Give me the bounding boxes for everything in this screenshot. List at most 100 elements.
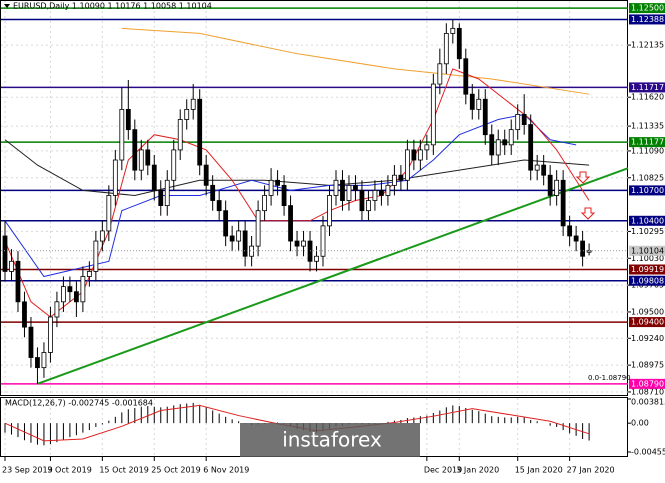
overlay-line bbox=[4, 139, 590, 196]
last-price-label: 1.10104 bbox=[631, 246, 664, 255]
overlay-line bbox=[37, 167, 629, 385]
candle-body bbox=[210, 184, 216, 201]
candle-body bbox=[275, 179, 280, 186]
candle-body bbox=[443, 33, 449, 65]
candle-body bbox=[54, 301, 60, 318]
x-tick-label: 3 Oct 2019 bbox=[47, 466, 91, 475]
candle-body bbox=[125, 108, 131, 131]
candle-body bbox=[320, 225, 326, 257]
candle-body bbox=[242, 230, 248, 257]
y2-tick-label: 0.00 bbox=[631, 419, 649, 428]
candle-body bbox=[294, 240, 300, 247]
arrow-icon bbox=[580, 207, 596, 220]
y-tick-label: 1.10295 bbox=[631, 227, 664, 236]
candle-body bbox=[99, 230, 105, 242]
level-label: 1.09919 bbox=[631, 265, 664, 274]
candle-body bbox=[372, 190, 378, 201]
level-label-bg bbox=[629, 82, 665, 93]
y-tick-label: 1.08975 bbox=[631, 361, 664, 370]
level-label-bg bbox=[629, 14, 665, 25]
annotation: 0.0-1.08790 bbox=[588, 374, 631, 382]
candle-body bbox=[145, 149, 151, 166]
candle-body bbox=[67, 286, 73, 293]
candle-body bbox=[288, 205, 293, 242]
candle-body bbox=[547, 174, 553, 196]
watermark-box bbox=[240, 423, 420, 457]
overlay-line bbox=[121, 27, 590, 95]
candle-body bbox=[567, 225, 573, 237]
level-label: 1.11177 bbox=[631, 138, 664, 147]
candle-body bbox=[560, 179, 566, 227]
candle-body bbox=[138, 149, 144, 171]
x-tick-label: 15 Oct 2019 bbox=[99, 466, 148, 475]
candle-body bbox=[528, 124, 534, 171]
y-tick-label: 1.11090 bbox=[631, 146, 664, 155]
candle-body bbox=[35, 357, 40, 369]
candle-body bbox=[80, 276, 86, 303]
y-tick-label: 1.08710 bbox=[631, 387, 664, 396]
level-label-bg bbox=[629, 317, 665, 328]
candle-body bbox=[554, 179, 560, 196]
candle-body bbox=[48, 316, 53, 353]
candle-body bbox=[482, 98, 488, 136]
candle-body bbox=[281, 184, 287, 207]
candle-body bbox=[314, 255, 319, 262]
level-label: 1.12500 bbox=[631, 4, 664, 13]
x-tick-label: 3 Jan 2020 bbox=[456, 466, 499, 475]
candle-body bbox=[340, 179, 345, 201]
candle-body bbox=[508, 129, 514, 146]
level-label: 1.10400 bbox=[631, 216, 664, 225]
candle-body bbox=[469, 93, 475, 110]
candle-body bbox=[28, 326, 34, 358]
candle-body bbox=[430, 83, 436, 146]
y-tick-label: 1.12135 bbox=[631, 41, 664, 50]
candle-body bbox=[489, 134, 495, 156]
candle-body bbox=[379, 190, 384, 196]
level-label: 1.09400 bbox=[631, 318, 664, 327]
y-tick-label: 1.09500 bbox=[631, 307, 664, 316]
candle-body bbox=[404, 149, 410, 181]
candle-body bbox=[541, 164, 547, 176]
candle-body bbox=[262, 195, 268, 212]
level-label-bg bbox=[629, 215, 665, 226]
candle-body bbox=[184, 108, 190, 120]
candle-body bbox=[456, 27, 462, 60]
candle-body bbox=[333, 179, 339, 196]
level-label-bg bbox=[629, 185, 665, 196]
x-tick-label: 27 Jan 2020 bbox=[567, 466, 615, 475]
candle-body bbox=[521, 114, 527, 125]
candle-body bbox=[93, 240, 99, 272]
y-tick-label: 1.11335 bbox=[631, 122, 664, 131]
candle-body bbox=[132, 129, 138, 171]
candle-body bbox=[236, 230, 242, 242]
candle-body bbox=[151, 164, 157, 191]
candle-body bbox=[9, 260, 14, 272]
level-label: 1.11717 bbox=[631, 83, 664, 92]
candle-body bbox=[359, 190, 365, 212]
layers: 1.12135 1.11620 1.11335 1.11090 1.10825 1.102… bbox=[1, 1, 665, 475]
y2-tick-label: 0.003815 bbox=[631, 398, 665, 407]
candle-body bbox=[424, 144, 430, 151]
level-label: 1.10700 bbox=[631, 186, 664, 195]
candle-body bbox=[385, 184, 391, 196]
candle-body bbox=[573, 235, 579, 242]
candle-body bbox=[61, 286, 66, 303]
x-tick-label: Dec 2019 bbox=[424, 466, 462, 475]
candle-body bbox=[515, 114, 521, 131]
y2-tick-label: -0.004556 bbox=[631, 448, 665, 457]
candle-body bbox=[301, 240, 306, 247]
x-tick-label: 25 Oct 2019 bbox=[151, 466, 200, 475]
candle-body bbox=[495, 139, 501, 156]
price-panel bbox=[0, 0, 628, 396]
x-tick-label: 6 Nov 2019 bbox=[203, 466, 249, 475]
candle-body bbox=[476, 98, 482, 110]
watermark: instaforex bbox=[282, 428, 382, 452]
candle-body bbox=[417, 149, 423, 161]
candle-body bbox=[216, 200, 222, 212]
candle-body bbox=[106, 195, 112, 232]
level-label: 1.09808 bbox=[631, 276, 664, 285]
candle-body bbox=[463, 58, 469, 95]
level-label: 1.08790 bbox=[631, 379, 664, 388]
y-tick-label: 1.11620 bbox=[631, 93, 664, 102]
